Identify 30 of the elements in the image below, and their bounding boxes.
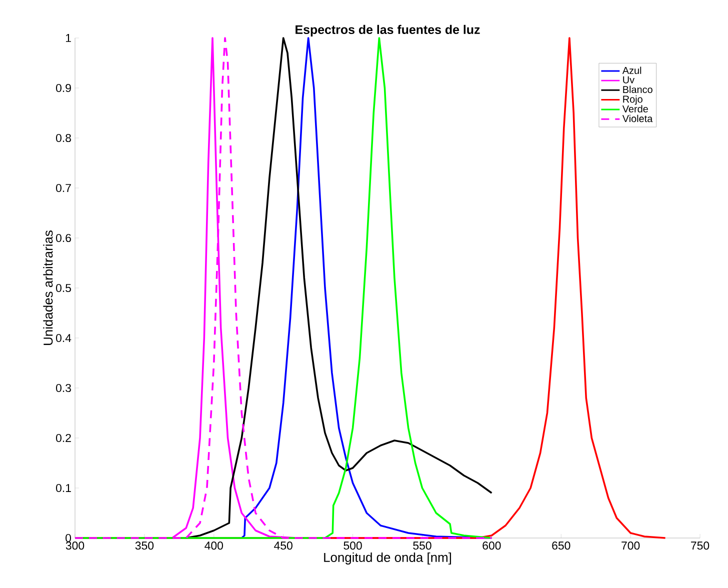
legend-label: Rojo — [623, 95, 642, 105]
y-tick-label: 0.4 — [56, 334, 72, 342]
legend-label: Blanco — [623, 86, 652, 94]
x-axis-title: Longitud de onda [nm] — [324, 552, 451, 565]
legend-label: Azul — [622, 66, 642, 74]
x-tick-label: 350 — [135, 542, 154, 550]
legend-label: Verde — [622, 105, 648, 112]
x-tick-label: 550 — [413, 542, 432, 550]
x-tick-label: 700 — [622, 542, 640, 550]
x-tick-label: 750 — [691, 542, 710, 550]
y-tick-label: 0 — [66, 534, 72, 542]
y-axis-title: Unidades arbitrarias — [43, 230, 53, 345]
y-tick-label: 0.2 — [56, 434, 71, 442]
chart-title: Espectros de las fuentes de luz — [296, 24, 480, 36]
y-tick-label: 0.6 — [56, 234, 71, 242]
y-tick-label: 0.8 — [56, 134, 71, 142]
x-tick-label: 600 — [482, 542, 501, 550]
x-tick-label: 300 — [66, 542, 84, 550]
y-tick-label: 0.9 — [56, 84, 71, 92]
x-tick-label: 500 — [344, 542, 362, 550]
legend-label: Violeta — [622, 114, 653, 122]
y-tick-label: 1 — [66, 34, 71, 42]
y-tick-label: 0.5 — [56, 284, 71, 292]
y-tick-label: 0.1 — [56, 484, 71, 492]
x-tick-label: 400 — [204, 542, 223, 550]
x-tick-label: 450 — [274, 542, 292, 550]
legend-label: Uv — [623, 76, 635, 84]
y-tick-label: 0.3 — [56, 384, 71, 392]
y-tick-label: 0.7 — [56, 184, 71, 192]
x-tick-label: 650 — [552, 542, 570, 550]
